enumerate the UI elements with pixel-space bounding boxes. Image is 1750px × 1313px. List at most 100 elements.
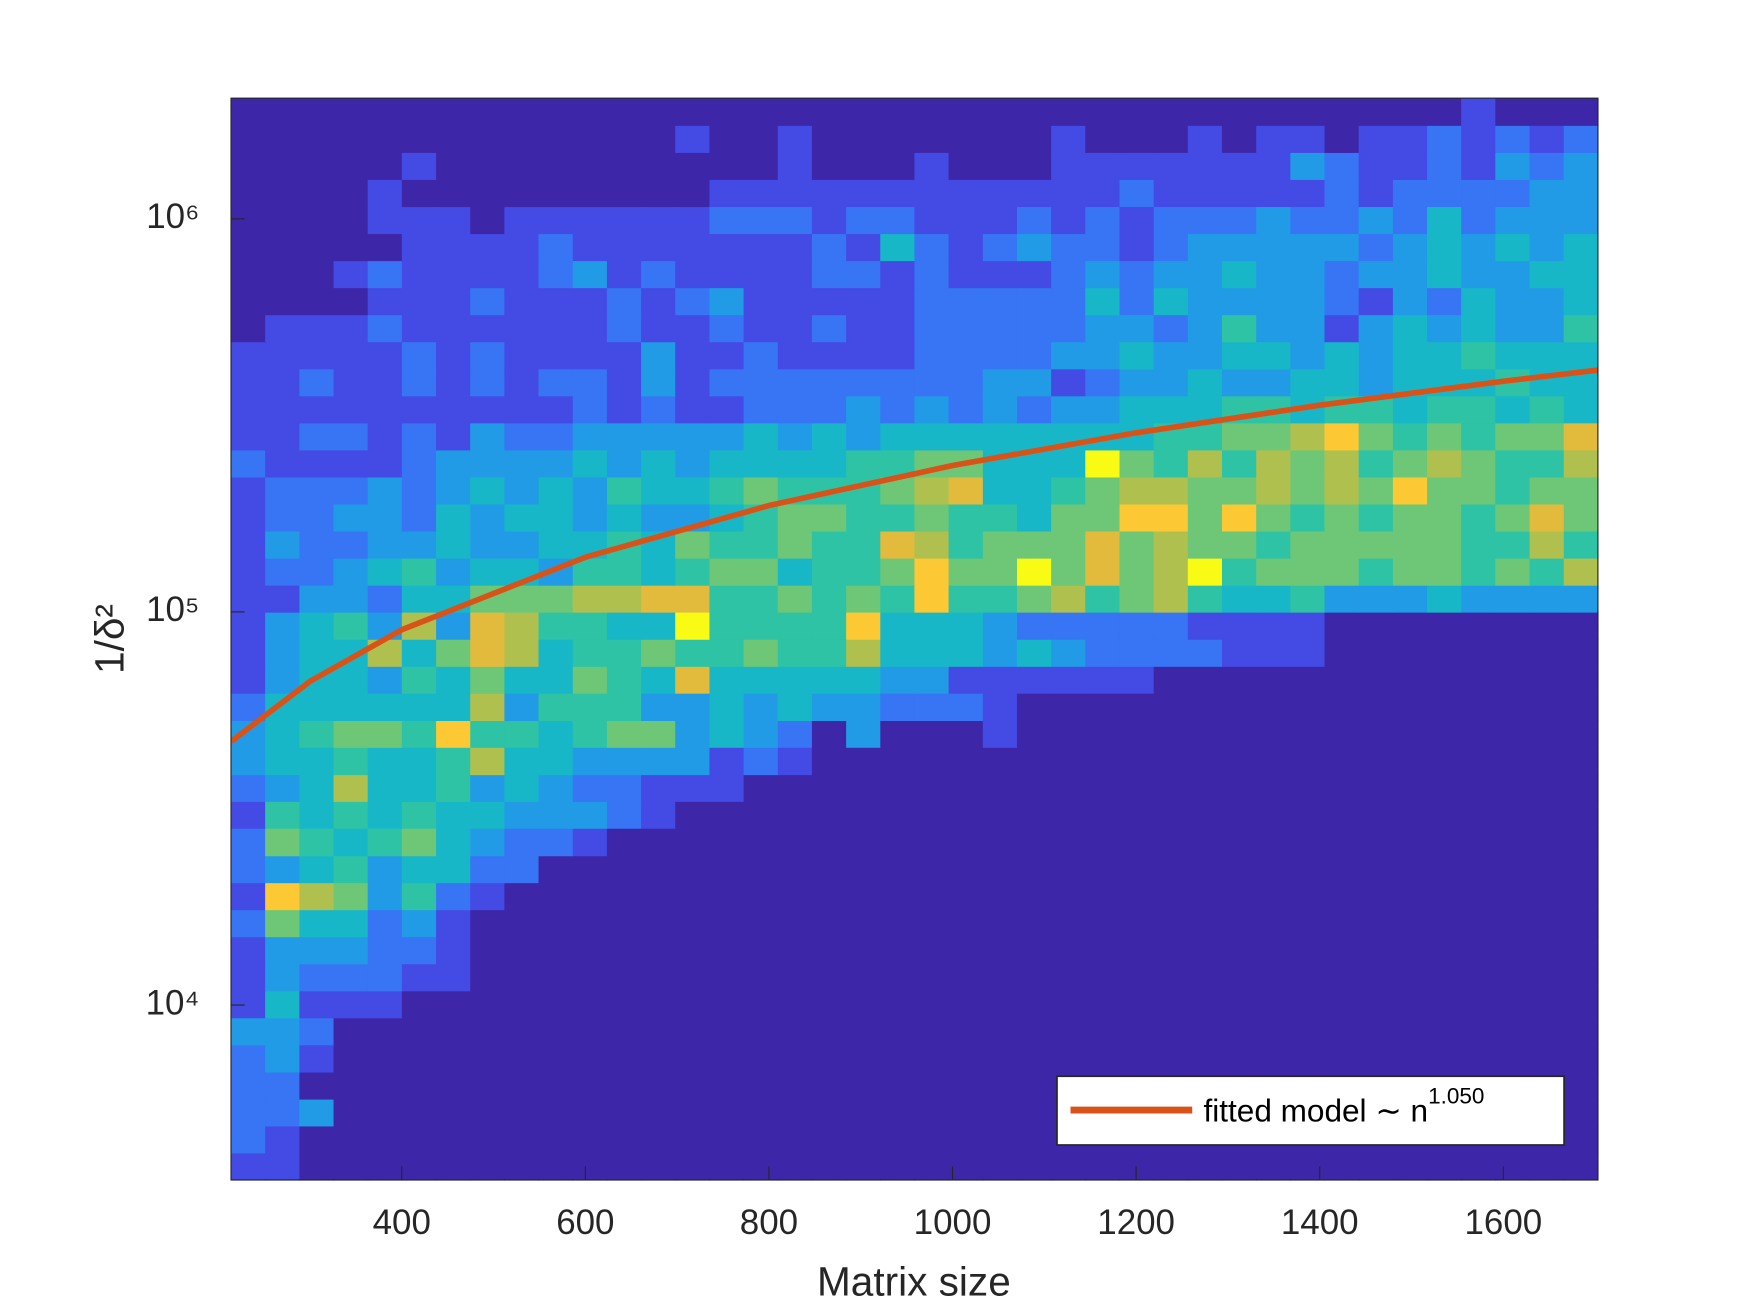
heatmap-cell (1358, 1017, 1394, 1046)
heatmap-cell (1529, 693, 1565, 722)
heatmap-cell (846, 584, 881, 613)
heatmap-cell (538, 774, 574, 802)
heatmap-cell (1529, 152, 1565, 180)
heatmap-cell (1221, 801, 1257, 829)
legend-label: fitted model ∼ n1.050 (1203, 1083, 1484, 1128)
heatmap-cell (1016, 828, 1052, 857)
heatmap-cell (538, 206, 574, 235)
heatmap-cell (572, 1152, 608, 1181)
heatmap-cell (1221, 206, 1257, 235)
heatmap-cell (743, 1044, 779, 1073)
heatmap-cell (401, 368, 437, 397)
heatmap-cell (231, 557, 266, 586)
heatmap-cell (709, 990, 745, 1019)
heatmap-cell (299, 179, 335, 208)
heatmap-cell (641, 990, 676, 1019)
heatmap-cell (401, 990, 437, 1019)
heatmap-cell (1051, 152, 1086, 180)
heatmap-cell (470, 233, 506, 262)
heatmap-cell (1221, 98, 1257, 126)
heatmap-cell (811, 1044, 847, 1073)
heatmap-cell (1256, 152, 1292, 180)
heatmap-cell (982, 1125, 1018, 1154)
heatmap-cell (743, 1017, 779, 1046)
heatmap-cell (1085, 314, 1121, 343)
heatmap-cell (1427, 693, 1462, 722)
heatmap-cell (1016, 639, 1052, 667)
heatmap-cell (1221, 260, 1257, 289)
heatmap-cell (606, 422, 642, 451)
heatmap-cell (1290, 963, 1326, 992)
heatmap-cell (1221, 639, 1257, 667)
heatmap-cell (811, 530, 847, 559)
heatmap-cell (401, 530, 437, 559)
heatmap-cell (333, 936, 369, 965)
heatmap-cell (1495, 179, 1531, 208)
heatmap-cell (1221, 720, 1257, 748)
heatmap-cell (880, 747, 916, 776)
heatmap-cell (265, 503, 301, 532)
heatmap-cell (265, 666, 301, 694)
heatmap-cell (982, 179, 1018, 208)
heatmap-cell (709, 1125, 745, 1154)
heatmap-cell (470, 909, 506, 938)
heatmap-cell (299, 557, 335, 586)
heatmap-cell (401, 503, 437, 532)
heatmap-cell (1119, 584, 1155, 613)
heatmap-cell (1358, 693, 1394, 722)
heatmap-cell (1392, 828, 1428, 857)
heatmap-cell (504, 1071, 540, 1100)
heatmap-cell (504, 125, 540, 153)
heatmap-cell (1529, 179, 1565, 208)
heatmap-cell (777, 828, 813, 857)
heatmap-cell (1427, 1017, 1462, 1046)
heatmap-cell (401, 179, 437, 208)
heatmap-cell (265, 395, 301, 424)
heatmap-cell (1016, 584, 1052, 613)
heatmap-cell (777, 152, 813, 180)
heatmap-cell (1119, 206, 1155, 235)
heatmap-cell (1290, 828, 1326, 857)
heatmap-cell (811, 747, 847, 776)
heatmap-cell (436, 1044, 471, 1073)
heatmap-cell (880, 152, 916, 180)
heatmap-cell (606, 233, 642, 262)
heatmap-cell (1495, 720, 1531, 748)
heatmap-cell (1358, 530, 1394, 559)
heatmap-cell (675, 747, 711, 776)
heatmap-cell (1119, 125, 1155, 153)
x-tick-label: 1000 (914, 1203, 992, 1242)
heatmap-cell (1051, 611, 1086, 640)
heatmap-cell (436, 260, 471, 289)
heatmap-cell (299, 990, 335, 1019)
heatmap-cell (401, 1071, 437, 1100)
heatmap-cell (1563, 260, 1599, 289)
heatmap-cell (914, 639, 950, 667)
heatmap-cell (1290, 747, 1326, 776)
heatmap-cell (401, 341, 437, 370)
heatmap-cell (538, 584, 574, 613)
heatmap-cell (1461, 179, 1497, 208)
heatmap-cell (811, 882, 847, 911)
heatmap-cell (777, 1044, 813, 1073)
heatmap-cell (1529, 422, 1565, 451)
heatmap-cell (504, 368, 540, 397)
heatmap-cell (1529, 260, 1565, 289)
heatmap-cell (914, 179, 950, 208)
heatmap-cell (743, 909, 779, 938)
heatmap-cell (1051, 909, 1086, 938)
heatmap-cell (948, 882, 984, 911)
heatmap-cell (1290, 179, 1326, 208)
heatmap-cell (1324, 611, 1360, 640)
heatmap-cell (265, 963, 301, 992)
heatmap-cell (1392, 314, 1428, 343)
heatmap-cell (1392, 449, 1428, 478)
heatmap-cell (1392, 774, 1428, 802)
heatmap-cell (1290, 503, 1326, 532)
heatmap-cell (1495, 909, 1531, 938)
heatmap-cell (709, 1017, 745, 1046)
heatmap-cell (1016, 530, 1052, 559)
heatmap-cell (1187, 909, 1223, 938)
heatmap-cell (709, 422, 745, 451)
